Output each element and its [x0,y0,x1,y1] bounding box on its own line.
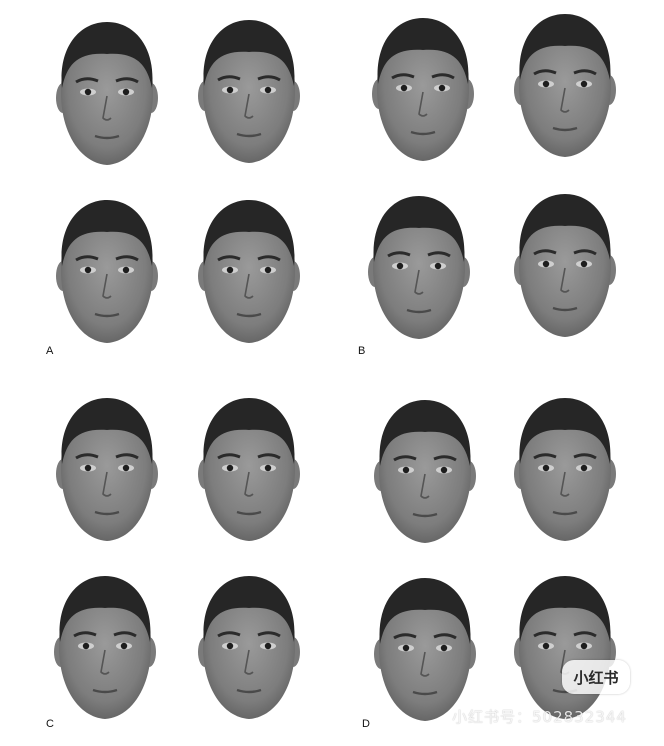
face-photo-a-female-caucasian [54,18,160,168]
face-photo-a-male-asian [196,196,302,346]
face-photo-b-male-caucasian [512,10,618,160]
face-photo-b-male-asian [512,190,618,340]
face-photo-c-male-asian [196,572,302,722]
face-photo-a-male-caucasian [196,16,302,166]
face-photo-d-male-caucasian [512,394,618,544]
panel-label-b: B [358,345,366,357]
face-photo-d-female-asian [372,574,478,724]
face-photo-b-female-caucasian [370,14,476,164]
face-photo-c-female-asian [52,572,158,722]
panel-label-c: C [46,718,54,730]
face-photo-d-female-caucasian [372,396,478,546]
face-photo-a-female-asian [54,196,160,346]
face-photo-c-female-caucasian [54,394,160,544]
face-photo-b-female-asian [366,192,472,342]
face-photo-d-male-asian [512,572,618,722]
watermark-text: 小红书号：502832344 [452,708,627,726]
face-photo-c-male-caucasian [196,394,302,544]
xiaohongshu-logo: 小红书 [562,660,630,694]
panel-label-d: D [362,718,370,730]
panel-label-a: A [46,345,54,357]
